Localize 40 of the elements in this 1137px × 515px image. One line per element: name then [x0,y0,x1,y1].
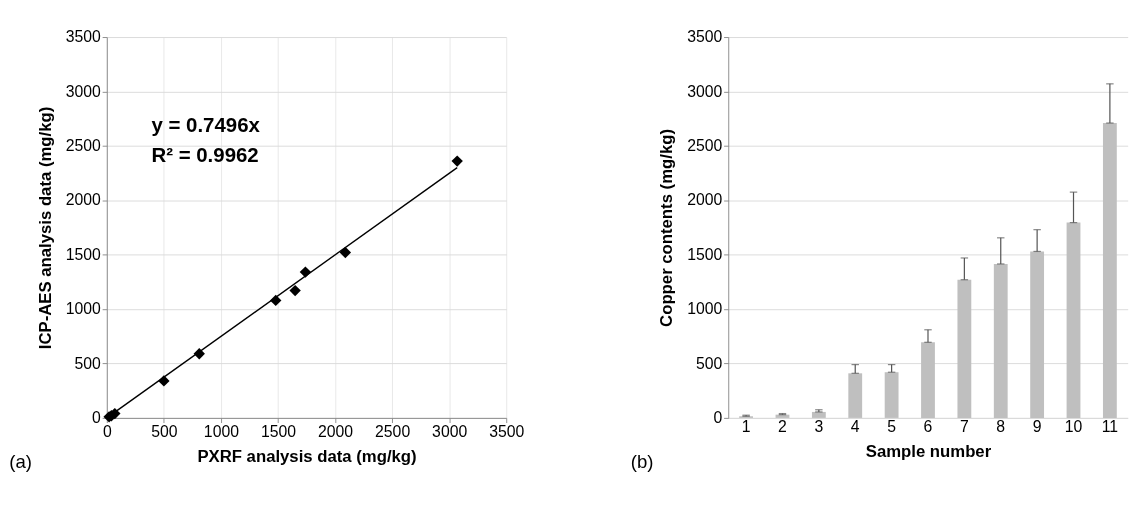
annotation: y = 0.7496x [151,113,261,136]
y-tick-label: 3500 [65,28,102,46]
y-tick-label: 1000 [687,300,723,318]
y-axis-title: ICP-AES analysis data (mg/kg) [35,106,55,350]
x-tick-label: 1500 [260,422,297,440]
x-tick-label: 10 [1064,418,1083,436]
y-tick-label: 500 [74,354,101,372]
y-tick-label: 2000 [65,191,102,209]
y-tick-label: 2000 [687,191,723,209]
x-axis-title: PXRF analysis data (mg/kg) [197,447,417,467]
x-tick-label: 500 [151,422,178,440]
x-tick-label: 3500 [489,422,525,440]
text: (b) [630,451,654,473]
x-tick-label: 2000 [317,422,354,440]
y-axis-title: Copper contents (mg/kg) [657,129,677,327]
annotation: R² = 0.9962 [151,144,259,167]
y-tick-label: 3000 [65,82,102,100]
y-tick-label: 1000 [65,300,102,318]
text: (a) [9,451,32,473]
x-tick-label: 8 [996,418,1006,436]
x-tick-label: 1000 [203,422,240,440]
x-tick-label: 2 [778,418,787,436]
x-tick-label: 2500 [375,422,411,440]
y-tick-label: 1500 [65,245,102,263]
y-tick-label: 1500 [687,245,723,263]
x-tick-label: 1 [741,418,751,436]
x-axis-title: Sample number [865,442,992,462]
x-tick-label: 11 [1101,418,1119,436]
x-tick-label: 5 [887,418,897,436]
y-tick-label: 3000 [687,82,723,100]
x-tick-label: 3 [814,418,824,436]
x-tick-label: 4 [850,418,860,436]
y-tick-label: 3500 [687,28,723,46]
x-tick-label: 3000 [432,422,468,440]
x-tick-label: 7 [959,418,969,436]
y-tick-label: 2500 [65,136,102,154]
y-tick-label: 2500 [687,136,723,154]
x-tick-label: 9 [1032,418,1042,436]
x-tick-label: 6 [923,418,933,436]
y-tick-label: 500 [695,354,723,372]
